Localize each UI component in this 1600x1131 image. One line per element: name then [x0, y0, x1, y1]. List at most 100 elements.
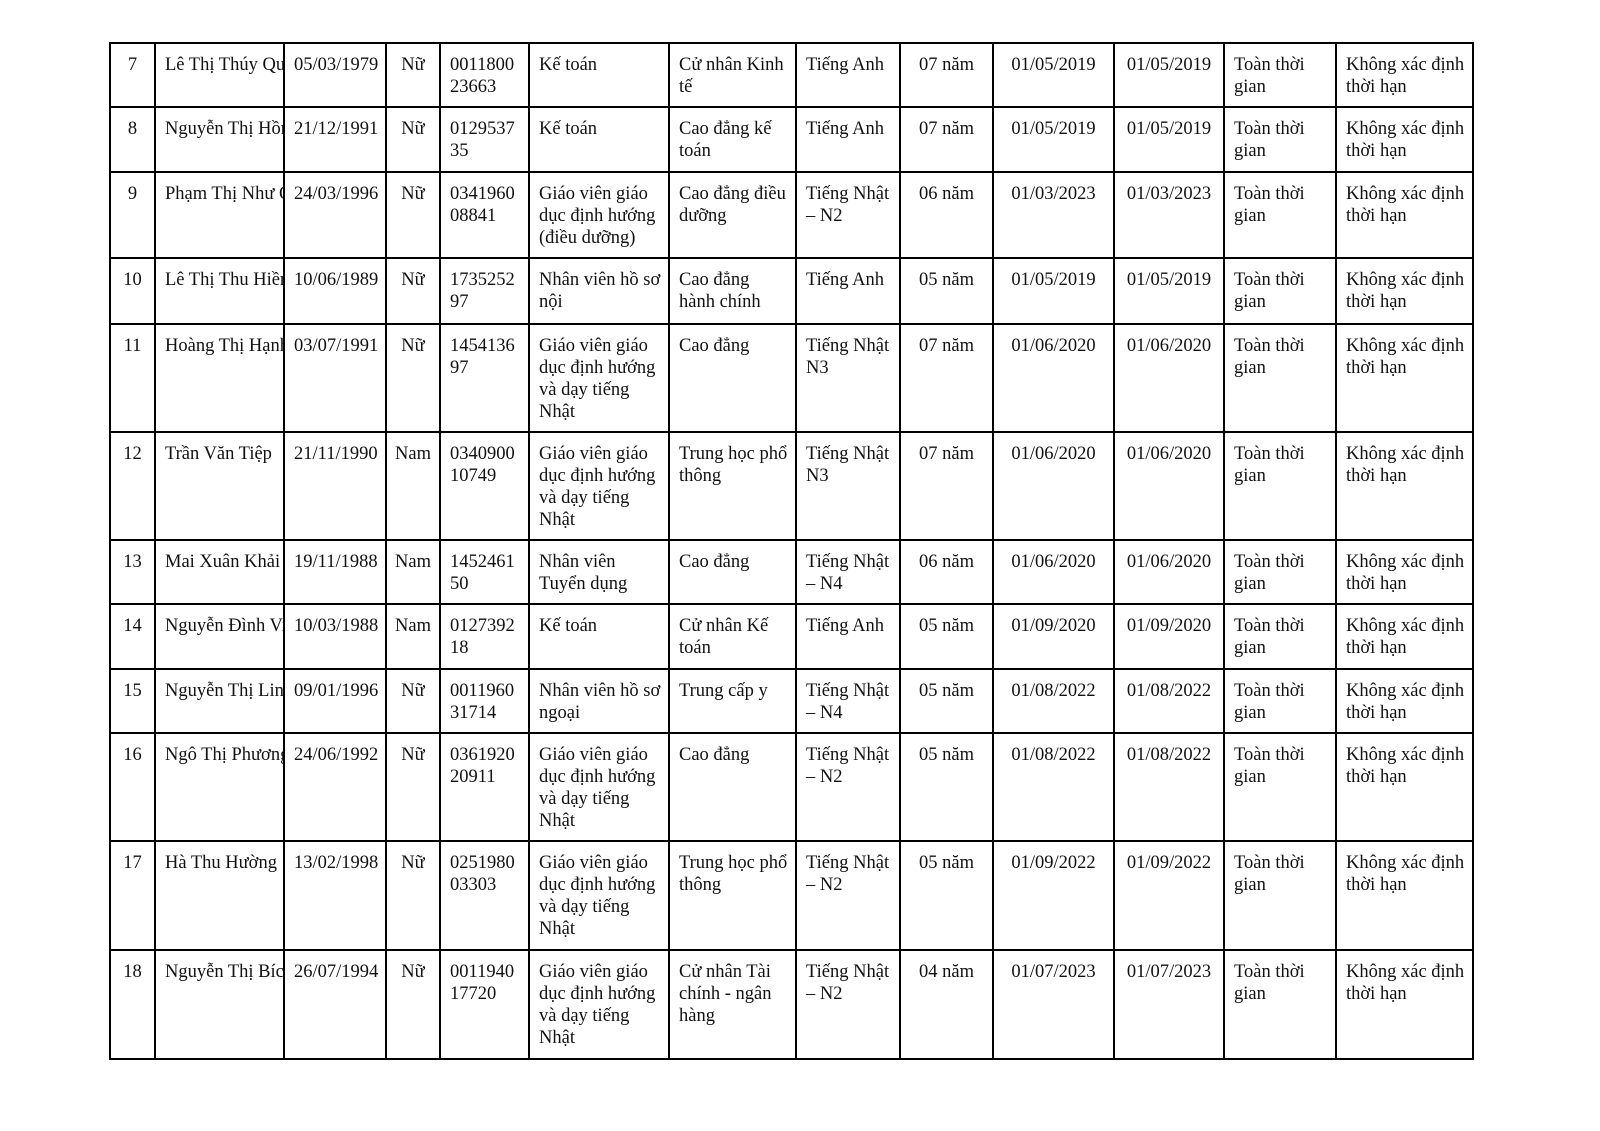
- gender-cell: Nữ: [385, 732, 441, 842]
- experience-cell: 07 năm: [899, 323, 994, 433]
- date-of-birth-cell: 21/12/1991: [283, 106, 387, 173]
- contract-date-cell: 01/06/2020: [1113, 323, 1225, 433]
- qualification-cell: Cử nhân Kế toán: [668, 603, 797, 670]
- job-position-cell: Kế toán: [528, 42, 670, 108]
- gender-cell: Nữ: [385, 323, 441, 433]
- employee-name-cell: Nguyễn Thị Linh Chi: [154, 668, 285, 734]
- gender-cell: Nữ: [385, 840, 441, 951]
- contract-term-cell: Không xác định thời hạn: [1335, 431, 1474, 541]
- id-number-cell: 0127392 18: [439, 603, 530, 670]
- row-number-cell: 12: [109, 431, 156, 541]
- work-type-cell: Toàn thời gian: [1223, 603, 1337, 670]
- employee-name-cell: Hoàng Thị Hạnh: [154, 323, 285, 433]
- date-of-birth-cell: 09/01/1996: [283, 668, 387, 734]
- employee-name-cell: Nguyễn Thị Bích Phương: [154, 949, 285, 1060]
- date-of-birth-cell: 24/03/1996: [283, 171, 387, 259]
- start-date-cell: 01/08/2022: [992, 668, 1115, 734]
- row-number-cell: 10: [109, 257, 156, 325]
- language-skill-cell: Tiếng Nhật – N2: [795, 732, 901, 842]
- table-row: 16 Ngô Thị Phương 24/06/1992 Nữ 0361920 2091…: [109, 732, 1474, 842]
- row-number-cell: 17: [109, 840, 156, 951]
- experience-cell: 05 năm: [899, 840, 994, 951]
- date-of-birth-cell: 19/11/1988: [283, 539, 387, 605]
- id-number-cell: 0341960 08841: [439, 171, 530, 259]
- gender-cell: Nam: [385, 431, 441, 541]
- gender-cell: Nữ: [385, 171, 441, 259]
- contract-term-cell: Không xác định thời hạn: [1335, 257, 1474, 325]
- id-number-cell: 0011960 31714: [439, 668, 530, 734]
- contract-term-cell: Không xác định thời hạn: [1335, 539, 1474, 605]
- row-number-cell: 16: [109, 732, 156, 842]
- employee-name-cell: Lê Thị Thu Hiền: [154, 257, 285, 325]
- qualification-cell: Cao đẳng kế toán: [668, 106, 797, 173]
- contract-term-cell: Không xác định thời hạn: [1335, 949, 1474, 1060]
- gender-cell: Nữ: [385, 42, 441, 108]
- row-number-cell: 14: [109, 603, 156, 670]
- employee-name-cell: Ngô Thị Phương: [154, 732, 285, 842]
- experience-cell: 07 năm: [899, 431, 994, 541]
- start-date-cell: 01/06/2020: [992, 431, 1115, 541]
- employee-name-cell: Nguyễn Thị Hồng Ngọc: [154, 106, 285, 173]
- language-skill-cell: Tiếng Anh: [795, 42, 901, 108]
- contract-date-cell: 01/08/2022: [1113, 668, 1225, 734]
- language-skill-cell: Tiếng Nhật – N2: [795, 840, 901, 951]
- employee-name-cell: Trần Văn Tiệp: [154, 431, 285, 541]
- employee-name-cell: Mai Xuân Khải: [154, 539, 285, 605]
- language-skill-cell: Tiếng Anh: [795, 603, 901, 670]
- language-skill-cell: Tiếng Nhật – N4: [795, 668, 901, 734]
- job-position-cell: Nhân viên hồ sơ nội: [528, 257, 670, 325]
- job-position-cell: Giáo viên giáo dục định hướng và dạy tiế…: [528, 840, 670, 951]
- job-position-cell: Giáo viên giáo dục định hướng và dạy tiế…: [528, 431, 670, 541]
- start-date-cell: 01/09/2020: [992, 603, 1115, 670]
- id-number-cell: 0011800 23663: [439, 42, 530, 108]
- start-date-cell: 01/05/2019: [992, 257, 1115, 325]
- gender-cell: Nam: [385, 539, 441, 605]
- contract-date-cell: 01/06/2020: [1113, 431, 1225, 541]
- date-of-birth-cell: 10/06/1989: [283, 257, 387, 325]
- row-number-cell: 18: [109, 949, 156, 1060]
- language-skill-cell: Tiếng Nhật N3: [795, 431, 901, 541]
- job-position-cell: Kế toán: [528, 603, 670, 670]
- contract-term-cell: Không xác định thời hạn: [1335, 106, 1474, 173]
- date-of-birth-cell: 03/07/1991: [283, 323, 387, 433]
- contract-date-cell: 01/07/2023: [1113, 949, 1225, 1060]
- contract-term-cell: Không xác định thời hạn: [1335, 323, 1474, 433]
- qualification-cell: Cao đẳng: [668, 539, 797, 605]
- table-row: 12 Trần Văn Tiệp 21/11/1990 Nam 0340900 1074…: [109, 431, 1474, 541]
- work-type-cell: Toàn thời gian: [1223, 106, 1337, 173]
- job-position-cell: Nhân viên Tuyển dụng: [528, 539, 670, 605]
- contract-date-cell: 01/09/2020: [1113, 603, 1225, 670]
- job-position-cell: Giáo viên giáo dục định hướng và dạy tiế…: [528, 732, 670, 842]
- start-date-cell: 01/06/2020: [992, 539, 1115, 605]
- qualification-cell: Trung học phổ thông: [668, 840, 797, 951]
- contract-date-cell: 01/08/2022: [1113, 732, 1225, 842]
- work-type-cell: Toàn thời gian: [1223, 257, 1337, 325]
- contract-date-cell: 01/05/2019: [1113, 257, 1225, 325]
- work-type-cell: Toàn thời gian: [1223, 539, 1337, 605]
- language-skill-cell: Tiếng Anh: [795, 106, 901, 173]
- start-date-cell: 01/06/2020: [992, 323, 1115, 433]
- job-position-cell: Giáo viên giáo dục định hướng (điều dưỡn…: [528, 171, 670, 259]
- work-type-cell: Toàn thời gian: [1223, 42, 1337, 108]
- experience-cell: 07 năm: [899, 106, 994, 173]
- experience-cell: 05 năm: [899, 732, 994, 842]
- id-number-cell: 0340900 10749: [439, 431, 530, 541]
- id-number-cell: 1452461 50: [439, 539, 530, 605]
- row-number-cell: 15: [109, 668, 156, 734]
- id-number-cell: 0011940 17720: [439, 949, 530, 1060]
- row-number-cell: 11: [109, 323, 156, 433]
- table-row: 17 Hà Thu Hường 13/02/1998 Nữ 0251980 03303 G…: [109, 840, 1474, 951]
- contract-date-cell: 01/06/2020: [1113, 539, 1225, 605]
- experience-cell: 04 năm: [899, 949, 994, 1060]
- work-type-cell: Toàn thời gian: [1223, 323, 1337, 433]
- work-type-cell: Toàn thời gian: [1223, 732, 1337, 842]
- work-type-cell: Toàn thời gian: [1223, 840, 1337, 951]
- work-type-cell: Toàn thời gian: [1223, 668, 1337, 734]
